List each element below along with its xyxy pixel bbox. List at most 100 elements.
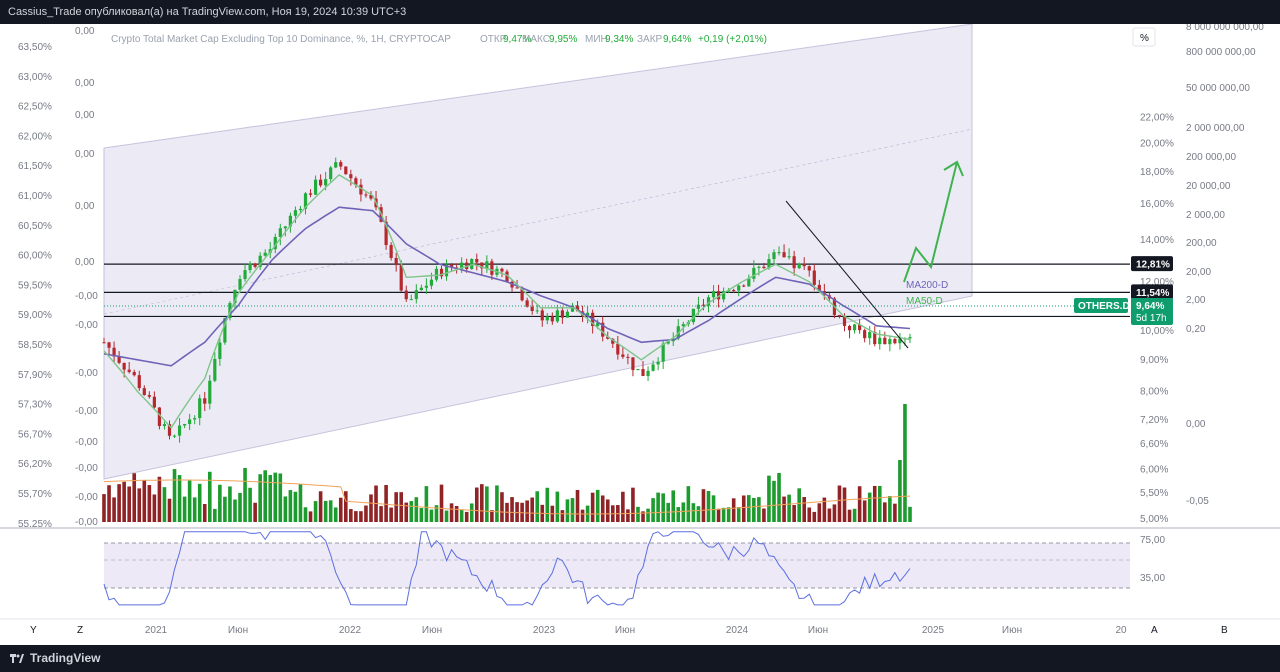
volume-bar	[253, 502, 257, 522]
volume-bar	[394, 492, 398, 522]
candle-body	[460, 262, 464, 269]
time-tick-6: 2024	[726, 625, 749, 636]
chart-panel[interactable]: Crypto Total Market Cap Excluding Top 10…	[0, 22, 1280, 645]
volume-ma-line	[103, 479, 911, 515]
candle-body	[706, 297, 711, 306]
right-outer-tick-4: 200 000,00	[1186, 152, 1236, 163]
candle-body	[263, 252, 267, 256]
candle-body	[575, 305, 580, 312]
volume-bar	[142, 480, 147, 522]
time-tick-10: 20	[1115, 625, 1127, 636]
left-axis-tick-16: 55,25%	[18, 519, 52, 530]
volume-bar	[147, 485, 152, 522]
candle-body	[530, 306, 534, 312]
candle-body	[596, 322, 600, 327]
volume-bar	[293, 491, 298, 522]
volume-bar	[565, 499, 570, 522]
volume-bar	[530, 497, 534, 522]
time-tick-7: Июн	[808, 625, 828, 636]
candle-body	[621, 354, 625, 357]
percent-scale-label: %	[1140, 33, 1149, 44]
candle-body	[157, 407, 162, 427]
volume-bar	[747, 495, 751, 522]
right-axis-tick-12: 6,00%	[1140, 465, 1168, 476]
candle-body	[747, 278, 751, 287]
y-axis-button[interactable]: Y	[30, 625, 37, 636]
volume-bar	[263, 470, 267, 522]
candle-body	[646, 370, 650, 376]
volume-bar	[474, 487, 479, 522]
right-axis-tick-1: 20,00%	[1140, 138, 1174, 149]
volume-bar	[258, 474, 262, 522]
channel-midline	[103, 128, 973, 315]
volume-bar	[480, 484, 484, 522]
volume-bar	[162, 487, 167, 522]
candle-body	[137, 375, 141, 389]
candle-body	[873, 332, 877, 345]
auto-scale-button[interactable]: A	[1151, 625, 1158, 636]
candle-body	[535, 310, 539, 312]
candle-body	[586, 312, 590, 316]
volume-bar	[485, 486, 489, 522]
volume-bar	[464, 511, 469, 522]
legend-low: 9,34%	[605, 34, 633, 45]
chart-canvas[interactable]: Crypto Total Market Cap Excluding Top 10…	[0, 22, 1280, 645]
right-axis-tick-4: 14,00%	[1140, 235, 1174, 246]
volume-bar	[283, 496, 288, 522]
volume-bar	[852, 508, 857, 522]
volume-bar	[419, 508, 424, 522]
volume-bar	[706, 490, 711, 522]
candle-body	[364, 194, 368, 196]
volume-bar	[837, 485, 842, 522]
candle-body	[782, 252, 786, 258]
volume-bar	[822, 497, 827, 522]
percent-scale-button[interactable]	[1132, 27, 1156, 47]
left-axis-tick-3: 62,00%	[18, 131, 52, 142]
volume-bars	[102, 404, 912, 522]
candle-body	[868, 332, 872, 339]
candle-body	[852, 324, 857, 331]
volume-bar	[782, 496, 786, 522]
time-axis[interactable]: 2021 Июн 2022 Июн 2023 Июн 2024 Июн 2025 Июн 20	[145, 625, 1127, 636]
candle-body	[858, 324, 862, 331]
candle-body	[344, 166, 348, 175]
volume-bar	[817, 503, 822, 522]
left-axis-tick-2: 62,50%	[18, 102, 52, 113]
legend-open-label: ОТКР	[480, 34, 507, 45]
inner-axis-tick-7: -0,00	[75, 320, 98, 331]
rsi-axis-top: 75,00	[1140, 535, 1165, 546]
candle-body	[243, 270, 247, 280]
volume-bar	[691, 503, 696, 522]
volume-bar	[772, 480, 776, 522]
volume-bar	[439, 484, 444, 522]
candle-body	[238, 279, 242, 290]
candle-body	[716, 291, 721, 300]
volume-bar	[626, 509, 630, 522]
inner-axis-tick-5: 0,00	[75, 257, 95, 268]
last-price-countdown: 5d 17h	[1136, 313, 1167, 324]
time-tick-9: Июн	[1002, 625, 1022, 636]
candle-body	[762, 266, 766, 269]
legend-high-label: МАКС	[522, 34, 550, 45]
left-axis-tick-11: 57,90%	[18, 370, 52, 381]
log-scale-button[interactable]: B	[1221, 625, 1228, 636]
candle-body	[878, 337, 882, 345]
candle-body	[752, 267, 756, 279]
publisher-bar: Cassius_Trade опубликовал(а) на TradingV…	[0, 0, 1280, 24]
volume-bar	[721, 507, 726, 522]
volume-bar	[641, 511, 645, 522]
candle-body	[883, 337, 887, 345]
tradingview-logo[interactable]: TradingView	[10, 645, 100, 672]
volume-bar	[701, 489, 706, 522]
volume-bar	[444, 510, 449, 522]
symbol-tag	[1074, 298, 1128, 313]
ma50-label: MA50-D	[906, 296, 943, 307]
volume-bar	[233, 499, 237, 522]
volume-bar	[117, 484, 121, 522]
candle-body	[313, 179, 318, 195]
volume-bar	[157, 476, 162, 522]
volume-bar	[827, 508, 832, 522]
z-axis-button[interactable]: Z	[77, 625, 83, 636]
right-outer-tick-10: 0,20	[1186, 324, 1206, 335]
volume-bar	[621, 491, 625, 522]
